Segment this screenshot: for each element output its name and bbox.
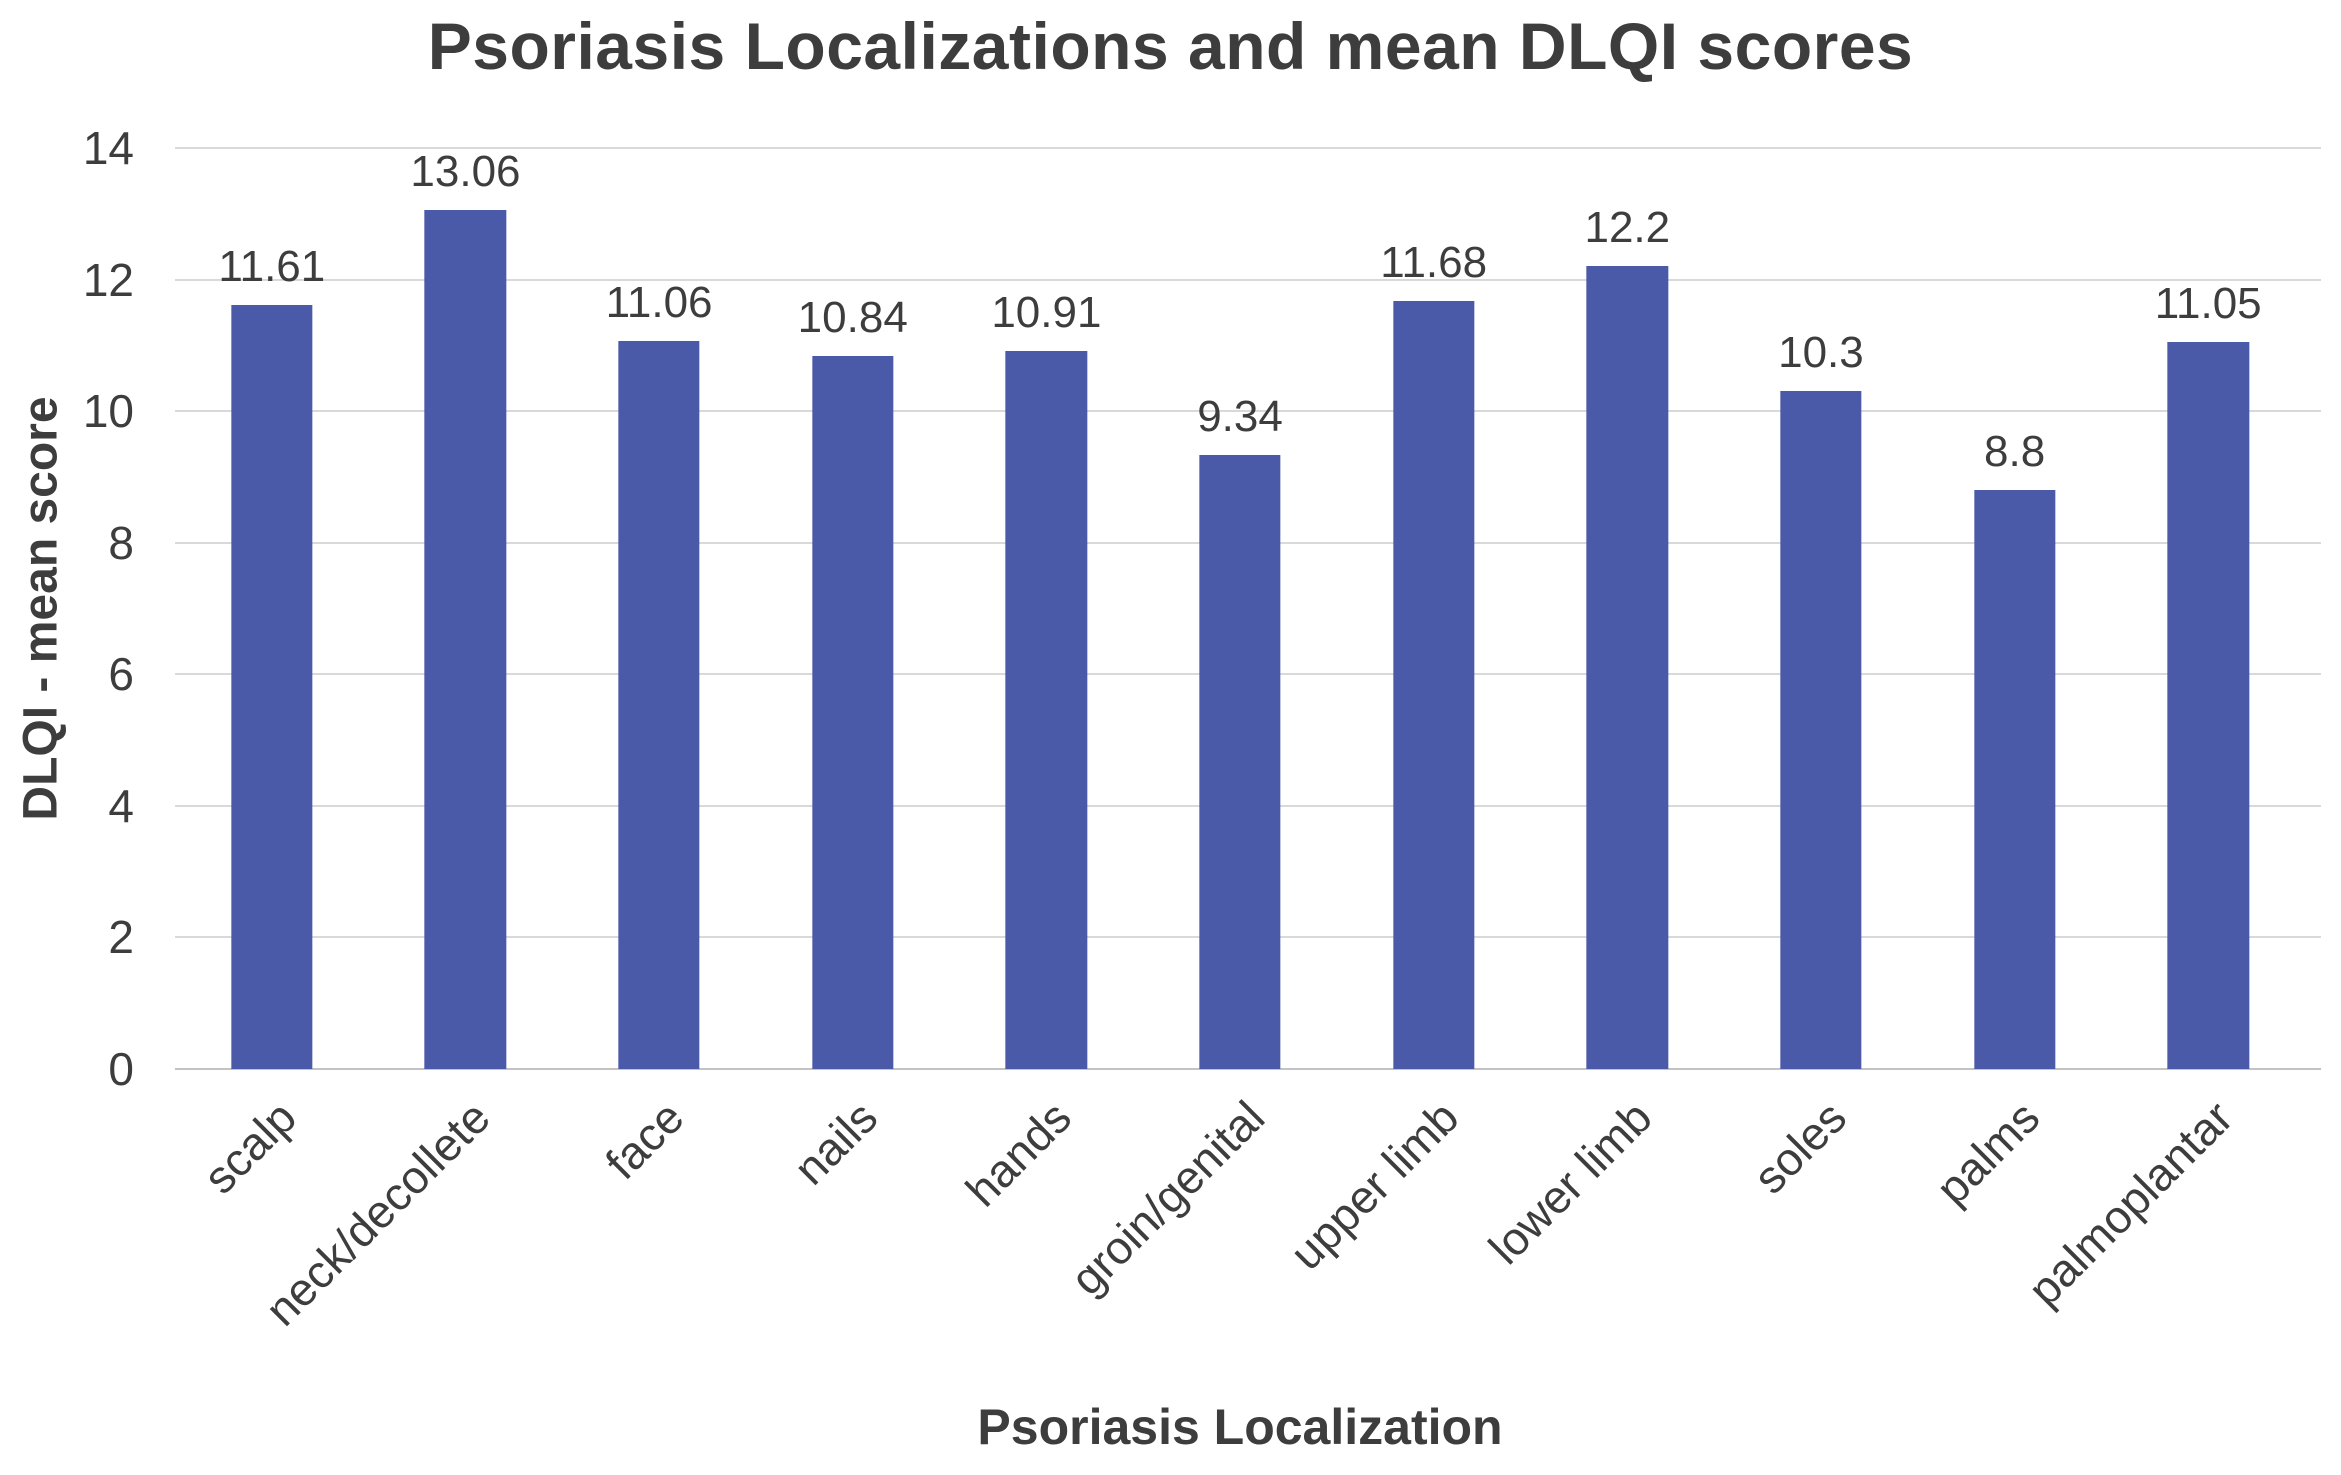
- x-tick-label: scalp: [193, 1090, 307, 1204]
- bar-value-label: 8.8: [1983, 427, 2046, 477]
- gridline: [175, 410, 2321, 413]
- bar-slot: 11.05: [2111, 148, 2305, 1069]
- y-tick-label: 0: [108, 1043, 134, 1095]
- bar-slot: 11.68: [1337, 148, 1531, 1069]
- bar-value-label: 11.68: [1380, 237, 1488, 287]
- bar-slot: 11.06: [562, 148, 756, 1069]
- bar-value-label: 10.84: [797, 292, 908, 342]
- x-tick-label: palms: [1925, 1090, 2050, 1215]
- y-tick-label: 4: [108, 779, 134, 832]
- y-tick-label: 14: [82, 122, 134, 174]
- y-tick-label: 8: [108, 516, 134, 569]
- bar-value-label: 11.05: [2154, 279, 2262, 329]
- gridline: [175, 278, 2321, 281]
- bar: [1780, 391, 1862, 1069]
- bar: [424, 209, 507, 1069]
- bar-slot: 12.2: [1530, 148, 1724, 1069]
- bar: [812, 355, 894, 1069]
- bars: 11.61 13.06 11.06 10.84 10.91 9.34 11.68 12.2 10…: [175, 148, 2305, 1069]
- bar-value-label: 10.3: [1778, 328, 1864, 378]
- bar-value-label: 12.2: [1584, 203, 1671, 253]
- bar: [1973, 490, 2056, 1069]
- y-tick-label: 12: [82, 253, 134, 306]
- bar-slot: 10.91: [950, 148, 1144, 1069]
- x-tick-label: nails: [783, 1090, 888, 1195]
- x-tick-label: soles: [1742, 1090, 1856, 1204]
- y-axis-tick-labels: 0 2 4 6 8 10 12 14: [0, 125, 160, 1092]
- bar-value-label: 9.34: [1197, 391, 1283, 441]
- x-axis-tick-labels: scalp neck/decollete face nails hands groin/g…: [175, 1075, 2305, 1405]
- bar-slot: 9.34: [1143, 148, 1337, 1069]
- bar: [1005, 351, 1088, 1069]
- x-tick-label: groin/genital: [1060, 1090, 1275, 1305]
- x-tick-label: lower limb: [1478, 1090, 1662, 1275]
- bar: [1392, 300, 1475, 1069]
- y-tick-label: 2: [108, 911, 134, 964]
- bar: [1199, 454, 1281, 1069]
- bar: [1586, 266, 1668, 1069]
- x-tick-label: hands: [955, 1090, 1082, 1217]
- x-tick-label: upper limb: [1279, 1090, 1469, 1280]
- bar-value-label: 11.06: [605, 278, 713, 328]
- bar: [231, 305, 313, 1069]
- y-tick-label: 6: [108, 648, 134, 701]
- bar: [2167, 342, 2249, 1069]
- gridline: [175, 1068, 2321, 1070]
- bar-value-label: 10.91: [991, 288, 1102, 338]
- bar-slot: 11.61: [175, 148, 369, 1069]
- bar-slot: 13.06: [369, 148, 563, 1069]
- y-tick-label: 10: [82, 385, 134, 438]
- x-axis-title: Psoriasis Localization: [977, 1399, 1503, 1455]
- bar-value-label: 11.61: [218, 242, 326, 292]
- bar-slot: 10.3: [1724, 148, 1918, 1069]
- chart-title: Psoriasis Localizations and mean DLQI sc…: [427, 9, 1914, 83]
- bar-slot: 10.84: [756, 148, 950, 1069]
- plot-area: 11.61 13.06 11.06 10.84 10.91 9.34 11.68 12.2 10…: [175, 147, 2321, 1070]
- bar-slot: 8.8: [1918, 148, 2112, 1069]
- x-tick-label: palmoplantar: [2018, 1090, 2243, 1316]
- gridline: [175, 147, 2321, 149]
- bar-value-label: 13.06: [410, 146, 521, 196]
- x-tick-label: face: [595, 1090, 694, 1190]
- bar: [618, 341, 700, 1069]
